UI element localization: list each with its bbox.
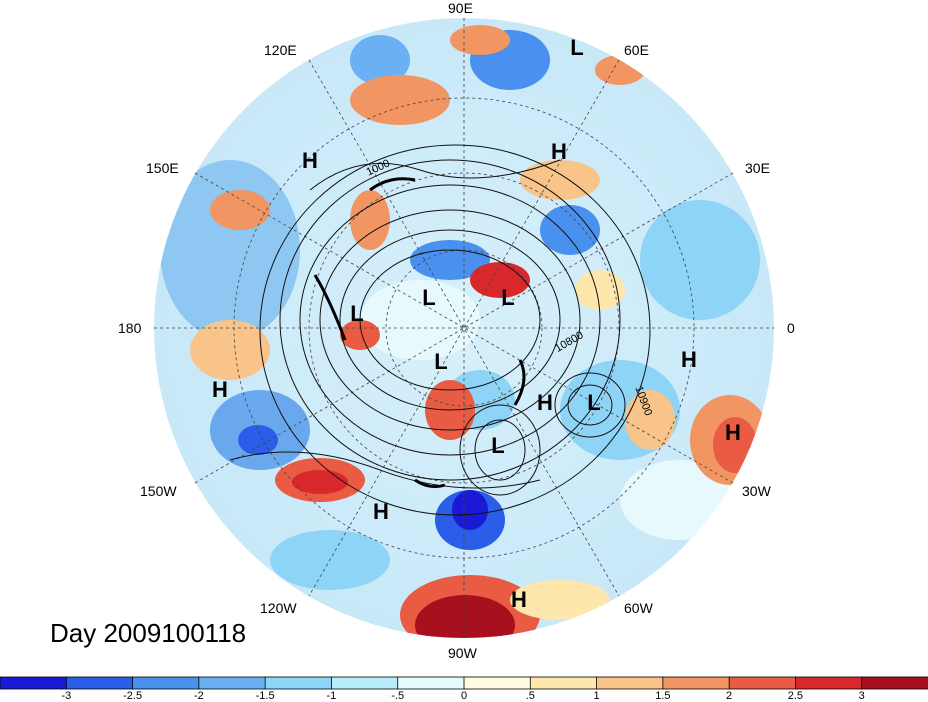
lon-label-150e: 150E	[146, 160, 179, 176]
colorbar-tick-label: 3	[858, 690, 865, 702]
pressure-center-high: H	[725, 420, 741, 445]
pressure-center-high: H	[537, 390, 553, 415]
lon-label-30e: 30E	[745, 160, 770, 176]
graticule	[154, 18, 774, 638]
colorbar-tick-label: .5	[525, 690, 535, 702]
colorbar-swatch	[662, 676, 731, 690]
lon-label-150w: 150W	[140, 483, 177, 499]
pressure-center-low: L	[587, 390, 601, 415]
colorbar-swatch	[0, 676, 68, 690]
colorbar-tick-label: 2.5	[787, 690, 804, 702]
pressure-center-high: H	[511, 587, 527, 612]
lon-label-60w: 60W	[624, 600, 653, 616]
lon-label-120e: 120E	[264, 42, 297, 58]
colorbar-tick-label: -1.5	[255, 690, 275, 702]
colorbar-tick-label: 1.5	[655, 690, 671, 702]
bold-contours	[313, 177, 526, 489]
colorbar-tick-label: -2	[194, 690, 204, 702]
colorbar-tick-label: -2.5	[123, 690, 143, 702]
lon-label-180: 180	[118, 320, 142, 336]
pressure-center-low: L	[570, 35, 584, 60]
pressure-center-low: L	[350, 301, 364, 326]
lon-label-60e: 60E	[624, 42, 649, 58]
pressure-center-high: H	[302, 148, 318, 173]
colorbar-swatch	[65, 676, 134, 690]
lon-label-90w: 90W	[448, 645, 477, 661]
lon-label-30w: 30W	[742, 483, 771, 499]
map-title: Day 2009100118	[50, 618, 247, 648]
colorbar-swatch	[463, 676, 532, 690]
pressure-center-low: L	[491, 433, 505, 458]
colorbar-swatch	[264, 676, 333, 690]
colorbar-swatch	[728, 676, 797, 690]
lon-label-0: 0	[787, 320, 795, 336]
polar-map	[154, 18, 774, 638]
colorbar	[0, 676, 928, 690]
colorbar-tick-label: -.5	[391, 690, 405, 702]
pressure-center-high: H	[212, 377, 228, 402]
colorbar-swatch	[861, 676, 928, 690]
colorbar-tick-label: 1	[593, 690, 600, 702]
pressure-center-high: H	[373, 499, 389, 524]
pressure-center-low: L	[422, 285, 436, 310]
colorbar-swatch	[795, 676, 863, 690]
colorbar-swatch	[198, 676, 267, 690]
pressure-center-high: H	[681, 347, 697, 372]
height-contours	[229, 144, 651, 516]
lon-label-120w: 120W	[260, 600, 297, 616]
colorbar-swatch	[132, 676, 200, 690]
colorbar-tick-label: -1	[326, 690, 337, 702]
colorbar-swatch	[331, 676, 399, 690]
pressure-center-high: H	[551, 139, 567, 164]
colorbar-swatch	[397, 676, 465, 690]
colorbar-swatch	[529, 676, 598, 690]
colorbar-tick-label: 2	[726, 690, 733, 702]
pressure-center-low: L	[501, 285, 515, 310]
colorbar-swatch	[596, 676, 664, 690]
lon-label-90e: 90E	[448, 0, 473, 16]
colorbar-tick-label: 0	[460, 690, 468, 702]
colorbar-tick-label: -3	[61, 690, 72, 702]
pressure-center-low: L	[434, 349, 448, 374]
